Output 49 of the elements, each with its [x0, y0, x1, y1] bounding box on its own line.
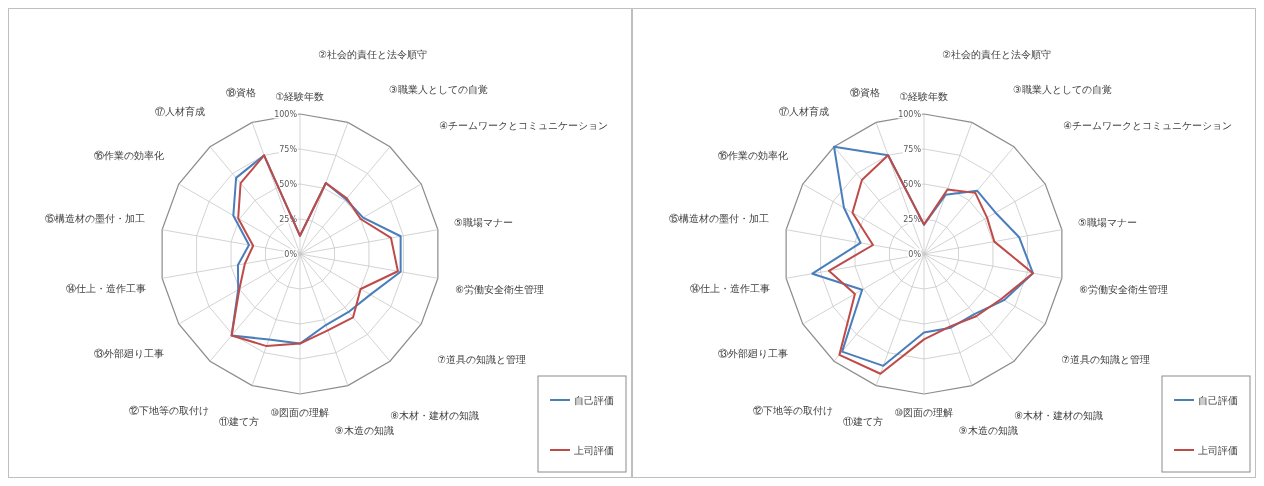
legend-label: 自己評価: [1198, 395, 1238, 406]
y-tick-label: 25%: [903, 215, 922, 224]
spoke-label: ⑨木造の知識: [334, 425, 394, 437]
legend-label: 上司評価: [574, 445, 614, 456]
spoke-label: ⑤職場マナー: [453, 216, 513, 228]
spoke-label: ⑧木材・建材の知識: [1014, 409, 1104, 421]
y-tick-label: 100%: [898, 110, 922, 119]
spoke-label: ⑱資格: [225, 86, 256, 98]
spoke-label: ⑦道具の知識と管理: [1061, 353, 1151, 365]
spoke-label: ⑮構造材の墨付・加工: [44, 212, 145, 224]
spoke-label: ⑯作業の効率化: [93, 150, 164, 162]
spoke-label: ⑰人材育成: [155, 106, 206, 118]
spoke-label: ⑬外部廻り工事: [717, 347, 788, 359]
spoke-label: ⑨木造の知識: [958, 425, 1018, 437]
spoke-label: ⑯作業の効率化: [717, 150, 788, 162]
spoke-label: ⑥労働安全衛生管理: [1079, 284, 1169, 296]
spoke-label: ⑰人材育成: [779, 106, 830, 118]
spoke-label: ④チームワークとコミュニケーション: [1063, 119, 1233, 131]
y-tick-label: 0%: [284, 250, 298, 259]
y-tick-label: 0%: [908, 250, 922, 259]
y-tick-label: 75%: [279, 145, 298, 154]
spoke-label: ⑭仕上・造作工事: [689, 283, 770, 295]
spoke-label: ②社会的責任と法令順守: [318, 49, 428, 61]
spoke-label: ⑪建て方: [843, 415, 884, 427]
y-tick-label: 50%: [279, 180, 298, 189]
spoke-label: ③職業人としての自覚: [389, 83, 489, 95]
spoke-label: ①経験年数: [275, 91, 325, 102]
spoke-label: ⑫下地等の取付け: [129, 405, 210, 417]
spoke-label: ⑦道具の知識と管理: [437, 353, 527, 365]
spoke-label: ⑩図面の理解: [894, 407, 954, 418]
spoke-label: ⑪建て方: [219, 415, 260, 427]
spoke-label: ⑱資格: [849, 86, 880, 98]
spoke-label: ⑬外部廻り工事: [93, 347, 164, 359]
spoke-label: ⑧木材・建材の知識: [390, 409, 480, 421]
spoke-label: ②社会的責任と法令順守: [942, 49, 1052, 61]
legend-label: 上司評価: [1198, 445, 1238, 456]
spoke-label: ⑩図面の理解: [270, 407, 330, 418]
y-tick-label: 75%: [903, 145, 922, 154]
y-tick-label: 100%: [274, 110, 298, 119]
spoke-label: ⑤職場マナー: [1077, 216, 1137, 228]
spoke-label: ⑫下地等の取付け: [753, 405, 834, 417]
spoke-label: ⑭仕上・造作工事: [65, 283, 146, 295]
spoke-label: ④チームワークとコミュニケーション: [439, 119, 609, 131]
spoke-label: ③職業人としての自覚: [1013, 83, 1113, 95]
spoke-label: ⑥労働安全衛生管理: [455, 284, 545, 296]
spoke-label: ⑮構造材の墨付・加工: [668, 212, 769, 224]
spoke-label: ①経験年数: [899, 91, 949, 102]
y-tick-label: 50%: [903, 180, 922, 189]
legend-label: 自己評価: [574, 395, 614, 406]
